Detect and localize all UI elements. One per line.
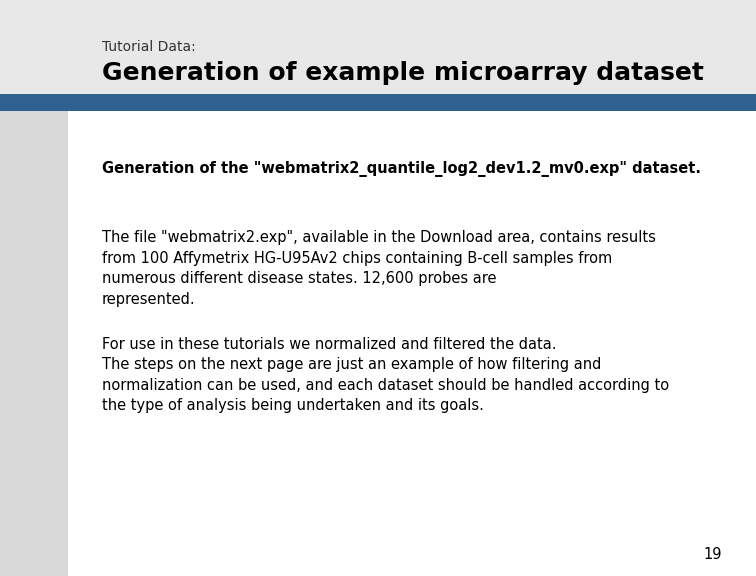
Text: Tutorial Data:: Tutorial Data:	[102, 40, 196, 54]
Bar	[0, 94, 756, 111]
Text: Generation of example microarray dataset: Generation of example microarray dataset	[102, 61, 704, 85]
Text: 19: 19	[704, 547, 722, 562]
Bar	[68, 111, 756, 576]
Text: The file "webmatrix2.exp", available in the Download area, contains results
from: The file "webmatrix2.exp", available in …	[102, 230, 656, 306]
Text: For use in these tutorials we normalized and filtered the data.
The steps on the: For use in these tutorials we normalized…	[102, 337, 669, 413]
Bar	[0, 111, 68, 576]
Text: Generation of the "webmatrix2_quantile_log2_dev1.2_mv0.exp" dataset.: Generation of the "webmatrix2_quantile_l…	[102, 161, 701, 177]
